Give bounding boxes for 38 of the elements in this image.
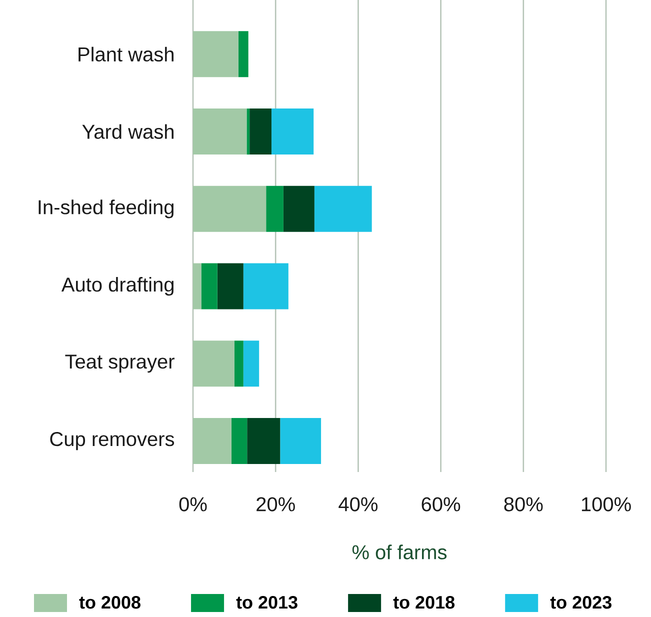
bar [280, 418, 322, 464]
y-tick-label: Yard wash [82, 124, 174, 139]
y-tick-label: Plant wash [78, 46, 174, 62]
bar [193, 186, 266, 232]
y-tick-label: Teat sprayer [65, 354, 174, 373]
x-tick-label: 80% [504, 497, 543, 512]
y-tick-label: In-shed feeding [38, 200, 174, 218]
bar [234, 340, 244, 387]
legend-label: to 2018 [393, 596, 455, 609]
y-tick-label: Auto drafting [61, 276, 174, 296]
bar [250, 108, 272, 155]
legend-label: to 2013 [236, 596, 298, 609]
x-tick-label: 0% [179, 497, 207, 512]
bar [193, 108, 247, 155]
bar [201, 263, 218, 310]
legend-label: to 2023 [550, 596, 612, 609]
bar [314, 186, 372, 232]
bar [243, 340, 260, 387]
legend-label: to 2008 [79, 596, 140, 609]
bar [231, 418, 248, 464]
x-tick-label: 100% [582, 497, 631, 512]
x-tick-label: 40% [338, 497, 378, 512]
bar [217, 263, 244, 310]
bar [193, 418, 232, 464]
x-tick-label: 20% [256, 497, 295, 512]
bar [243, 263, 288, 310]
bar [193, 263, 202, 310]
x-axis-title: % of farms [352, 544, 447, 560]
bar [283, 186, 314, 232]
y-tick-label: Cup removers [50, 432, 174, 450]
bar [271, 108, 314, 155]
bar [238, 31, 248, 78]
bar [266, 186, 284, 232]
bar [246, 108, 250, 155]
bar [193, 31, 238, 78]
bar [247, 418, 280, 464]
bar [193, 340, 234, 387]
x-tick-label: 60% [422, 497, 460, 512]
